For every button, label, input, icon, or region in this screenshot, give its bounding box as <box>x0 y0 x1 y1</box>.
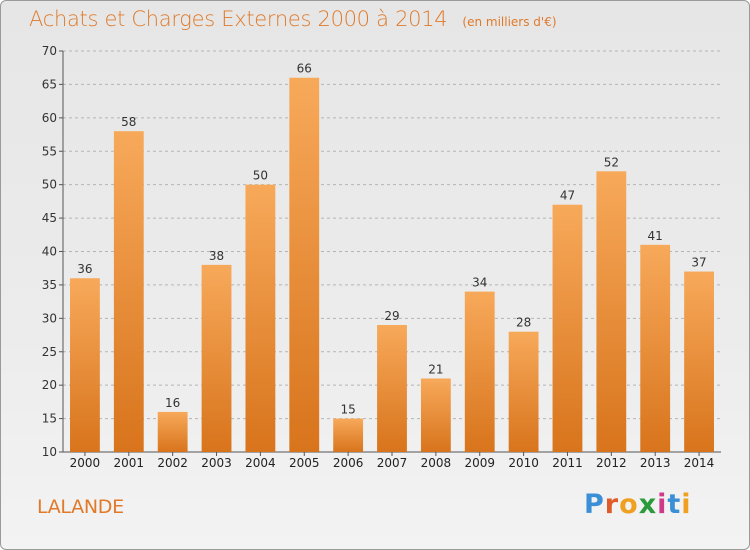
value-label-2011: 47 <box>560 189 575 203</box>
y-tick-label-35: 35 <box>42 278 57 292</box>
logo-letter: i <box>681 489 692 520</box>
x-tick-label-2002: 2002 <box>157 456 188 470</box>
value-label-2014: 37 <box>691 256 706 270</box>
x-tick-label-2011: 2011 <box>552 456 583 470</box>
y-tick-label-55: 55 <box>42 144 57 158</box>
x-tick-label-2000: 2000 <box>70 456 101 470</box>
chart-title-main: Achats et Charges Externes 2000 à 2014 <box>29 7 448 31</box>
bar-2012 <box>596 171 627 453</box>
x-tick-label-2009: 2009 <box>464 456 495 470</box>
x-tick-label-2010: 2010 <box>508 456 539 470</box>
labels: 36 2000 58 2001 16 2002 38 2003 50 2004 66 2005 15 20… <box>70 62 715 470</box>
y-tick-label-25: 25 <box>42 345 57 359</box>
x-tick-label-2013: 2013 <box>640 456 671 470</box>
bar-2008 <box>420 378 451 452</box>
x-tick-label-2003: 2003 <box>201 456 232 470</box>
x-tick-label-2008: 2008 <box>421 456 452 470</box>
logo-letter: P <box>584 489 605 520</box>
value-label-2005: 66 <box>297 62 312 76</box>
y-tick-label-45: 45 <box>42 211 57 225</box>
bar-2010 <box>508 331 539 452</box>
value-label-2006: 15 <box>340 403 355 417</box>
chart-title: Achats et Charges Externes 2000 à 2014 (… <box>29 7 557 31</box>
value-label-2000: 36 <box>77 262 92 276</box>
y-tick-label-30: 30 <box>42 311 57 325</box>
commune-name: LALANDE <box>37 496 124 518</box>
x-tick-label-2007: 2007 <box>377 456 408 470</box>
x-tick-label-2001: 2001 <box>114 456 145 470</box>
chart-title-unit: (en milliers d'€) <box>462 15 557 29</box>
bar-2005 <box>289 77 320 452</box>
y-tick-label-70: 70 <box>42 44 57 58</box>
value-label-2013: 41 <box>648 229 663 243</box>
bar-2004 <box>245 184 276 452</box>
y-tick-label-50: 50 <box>42 178 57 192</box>
y-tick-label-15: 15 <box>42 412 57 426</box>
value-label-2009: 34 <box>472 276 487 290</box>
x-tick-label-2012: 2012 <box>596 456 627 470</box>
y-tick-label-60: 60 <box>42 111 57 125</box>
y-tick-label-40: 40 <box>42 245 57 259</box>
y-tick-label-65: 65 <box>42 77 57 91</box>
logo-letter: x <box>638 489 658 520</box>
bar-2000 <box>70 278 100 452</box>
value-label-2001: 58 <box>121 115 136 129</box>
value-label-2007: 29 <box>384 309 399 323</box>
value-label-2012: 52 <box>604 155 619 169</box>
logo-letter: i <box>657 489 668 520</box>
bar-2006 <box>333 418 364 452</box>
x-tick-label-2006: 2006 <box>333 456 364 470</box>
x-tick-label-2005: 2005 <box>289 456 320 470</box>
bar-2011 <box>552 204 583 452</box>
bar-2002 <box>157 411 188 452</box>
value-label-2010: 28 <box>516 316 531 330</box>
y-tick-label-20: 20 <box>42 378 57 392</box>
logo-letter: o <box>619 489 639 520</box>
x-tick-label-2004: 2004 <box>245 456 276 470</box>
logo-letter: t <box>667 489 682 520</box>
bar-2009 <box>464 291 495 452</box>
y-tick-label-10: 10 <box>42 445 57 459</box>
bars <box>70 77 714 453</box>
value-label-2004: 50 <box>253 169 268 183</box>
bar-2001 <box>113 131 144 452</box>
proxiti-logo[interactable]: Proxiti <box>584 489 692 520</box>
x-tick-label-2014: 2014 <box>684 456 715 470</box>
value-label-2008: 21 <box>428 362 443 376</box>
bar-2003 <box>201 264 232 452</box>
bar-2014 <box>684 271 714 452</box>
axes: 10 15 20 25 30 35 40 45 50 55 60 65 70 <box>42 44 721 459</box>
value-label-2002: 16 <box>165 396 180 410</box>
bar-2007 <box>377 325 407 452</box>
logo-letter: r <box>604 489 620 520</box>
bar-2013 <box>640 244 671 452</box>
value-label-2003: 38 <box>209 249 224 263</box>
